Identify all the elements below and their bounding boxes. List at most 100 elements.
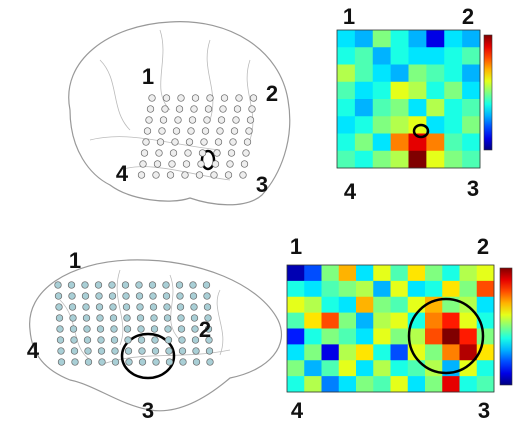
electrode xyxy=(242,149,250,157)
corner-label: 1 xyxy=(290,234,302,259)
heatmap-cell xyxy=(372,133,391,152)
electrode xyxy=(152,171,160,179)
heatmap-cell xyxy=(287,328,305,345)
electrode xyxy=(233,105,242,113)
electrode xyxy=(190,105,198,113)
electrode xyxy=(213,149,221,157)
heatmap-cell xyxy=(337,47,356,65)
heatmap-cell xyxy=(426,30,445,48)
heatmap-cell xyxy=(337,116,356,134)
electrode xyxy=(125,358,133,366)
colorbar xyxy=(483,34,493,151)
heatmap-cell xyxy=(444,133,463,152)
electrode xyxy=(159,116,168,124)
electrode xyxy=(240,160,249,168)
electrode xyxy=(57,347,65,355)
electrode xyxy=(224,171,233,179)
heatmap-cell xyxy=(321,265,340,282)
heatmap-cell xyxy=(408,30,427,48)
electrode xyxy=(206,358,214,366)
electrode xyxy=(108,281,116,289)
electrode xyxy=(205,347,214,355)
electrode xyxy=(182,160,191,168)
region-label: 1 xyxy=(142,64,154,89)
electrode xyxy=(67,281,76,289)
electrode xyxy=(136,303,144,311)
heatmap-cell xyxy=(462,133,481,152)
electrode xyxy=(177,314,185,322)
heatmap-cell xyxy=(408,81,427,100)
electrode xyxy=(164,336,173,344)
heatmap-cell xyxy=(390,116,409,134)
heatmap-cell xyxy=(338,280,357,298)
heatmap-cell xyxy=(459,312,478,329)
heatmap-cell xyxy=(426,150,445,169)
electrode xyxy=(95,292,103,300)
heatmap-cell xyxy=(390,133,409,152)
heatmap-cell xyxy=(444,64,463,83)
electrode xyxy=(184,149,192,157)
electrode xyxy=(200,138,208,146)
electrode xyxy=(216,127,224,135)
corner-label: 1 xyxy=(343,4,355,29)
electrode xyxy=(205,336,213,344)
corner-label: 4 xyxy=(344,179,357,204)
electrode xyxy=(121,281,130,289)
heatmap-cell xyxy=(390,81,409,100)
heatmap-cell xyxy=(372,47,391,65)
electrode xyxy=(68,292,76,300)
heatmap-cell xyxy=(356,296,374,313)
electrode xyxy=(81,281,89,289)
heatmap-cell xyxy=(390,99,409,117)
electrode xyxy=(97,336,105,344)
electrode xyxy=(177,94,185,102)
heatmap-cell xyxy=(287,296,305,313)
heatmap-cell xyxy=(390,64,409,83)
heatmap-cell xyxy=(425,312,443,329)
electrode xyxy=(191,336,200,344)
electrode xyxy=(138,358,147,366)
heatmap-cell xyxy=(408,64,427,83)
heatmap-cell xyxy=(442,280,460,298)
heatmap-cell xyxy=(390,328,409,345)
electrode xyxy=(230,127,239,135)
heatmap-cell xyxy=(354,116,374,134)
heatmap-cell xyxy=(287,344,305,361)
electrode xyxy=(195,171,204,179)
electrode xyxy=(161,105,169,113)
electrode xyxy=(177,325,186,333)
heatmap-cell xyxy=(356,376,374,393)
electrode xyxy=(168,160,176,168)
heatmap-cell xyxy=(373,376,391,393)
electrode xyxy=(56,336,65,344)
electrode xyxy=(203,292,211,300)
heatmap-cell xyxy=(442,312,460,329)
electrode xyxy=(202,281,211,289)
electrode xyxy=(55,314,64,322)
electrode xyxy=(145,116,153,124)
heatmap-cell xyxy=(476,265,495,282)
heatmap-cell xyxy=(476,376,495,393)
electrode xyxy=(98,358,106,366)
heatmap-cell xyxy=(354,99,374,117)
heatmap-cell xyxy=(321,296,340,313)
heatmap-cell xyxy=(459,265,478,282)
heatmap-cell xyxy=(373,265,391,282)
heatmap-cell xyxy=(425,376,443,393)
electrode xyxy=(165,347,173,355)
region-label: 3 xyxy=(256,172,268,197)
heatmap-cell xyxy=(356,312,374,329)
heatmap-cell xyxy=(459,328,478,345)
electrode xyxy=(163,314,172,322)
electrode xyxy=(158,127,166,135)
heatmap-cell xyxy=(356,344,374,361)
heatmap-cell xyxy=(444,30,463,48)
heatmap-cell xyxy=(321,328,340,345)
electrode xyxy=(55,303,63,311)
corner-label: 3 xyxy=(478,398,490,423)
electrode xyxy=(122,292,130,300)
heatmap-cell xyxy=(390,30,409,48)
electrode xyxy=(204,314,212,322)
electrode xyxy=(70,336,78,344)
electrode xyxy=(162,292,171,300)
